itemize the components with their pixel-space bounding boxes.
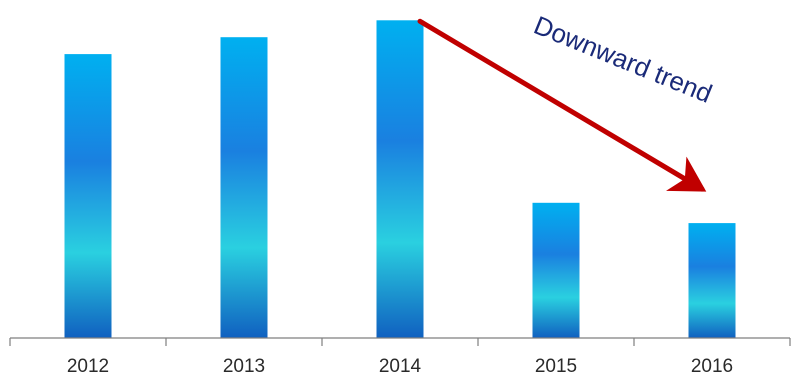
bar-2013 xyxy=(220,37,268,338)
x-tick-label-2014: 2014 xyxy=(379,356,422,377)
trend-arrow xyxy=(417,18,707,192)
trend-annotation-text: Downward trend xyxy=(530,10,717,109)
bar-2016 xyxy=(688,223,736,338)
x-axis-ticks xyxy=(9,338,791,346)
x-axis-tick-labels: 2012 2013 2014 2015 2016 xyxy=(67,356,733,377)
x-tick-label-2015: 2015 xyxy=(535,356,577,377)
bar-2015 xyxy=(532,202,580,338)
bar-2014 xyxy=(376,20,424,339)
bar-2012 xyxy=(64,54,112,338)
x-tick-label-2013: 2013 xyxy=(223,356,265,377)
x-tick-label-2016: 2016 xyxy=(691,356,733,377)
bars-group xyxy=(64,20,736,339)
x-tick-label-2012: 2012 xyxy=(67,356,109,377)
